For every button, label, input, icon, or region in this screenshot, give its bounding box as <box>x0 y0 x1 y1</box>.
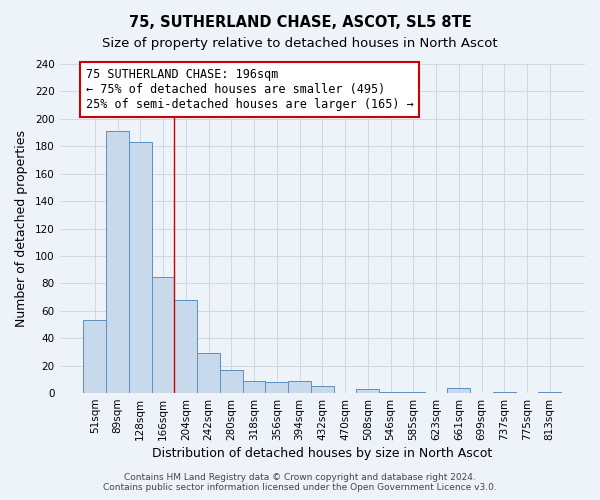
Bar <box>448 388 470 393</box>
Y-axis label: Number of detached properties: Number of detached properties <box>15 130 28 327</box>
Text: 75, SUTHERLAND CHASE, ASCOT, SL5 8TE: 75, SUTHERLAND CHASE, ASCOT, SL5 8TE <box>128 15 472 30</box>
Bar <box>175 300 197 393</box>
Text: 75 SUTHERLAND CHASE: 196sqm
← 75% of detached houses are smaller (495)
25% of se: 75 SUTHERLAND CHASE: 196sqm ← 75% of det… <box>86 68 413 111</box>
Bar <box>197 354 220 393</box>
Bar <box>220 370 242 393</box>
Bar <box>288 380 311 393</box>
Bar <box>379 392 402 393</box>
Bar <box>106 131 129 393</box>
Bar <box>242 380 265 393</box>
Bar <box>402 392 425 393</box>
X-axis label: Distribution of detached houses by size in North Ascot: Distribution of detached houses by size … <box>152 447 493 460</box>
Bar <box>356 389 379 393</box>
Bar <box>83 320 106 393</box>
Bar <box>538 392 561 393</box>
Text: Contains HM Land Registry data © Crown copyright and database right 2024.
Contai: Contains HM Land Registry data © Crown c… <box>103 473 497 492</box>
Text: Size of property relative to detached houses in North Ascot: Size of property relative to detached ho… <box>102 38 498 51</box>
Bar <box>129 142 152 393</box>
Bar <box>311 386 334 393</box>
Bar <box>493 392 515 393</box>
Bar <box>152 276 175 393</box>
Bar <box>265 382 288 393</box>
